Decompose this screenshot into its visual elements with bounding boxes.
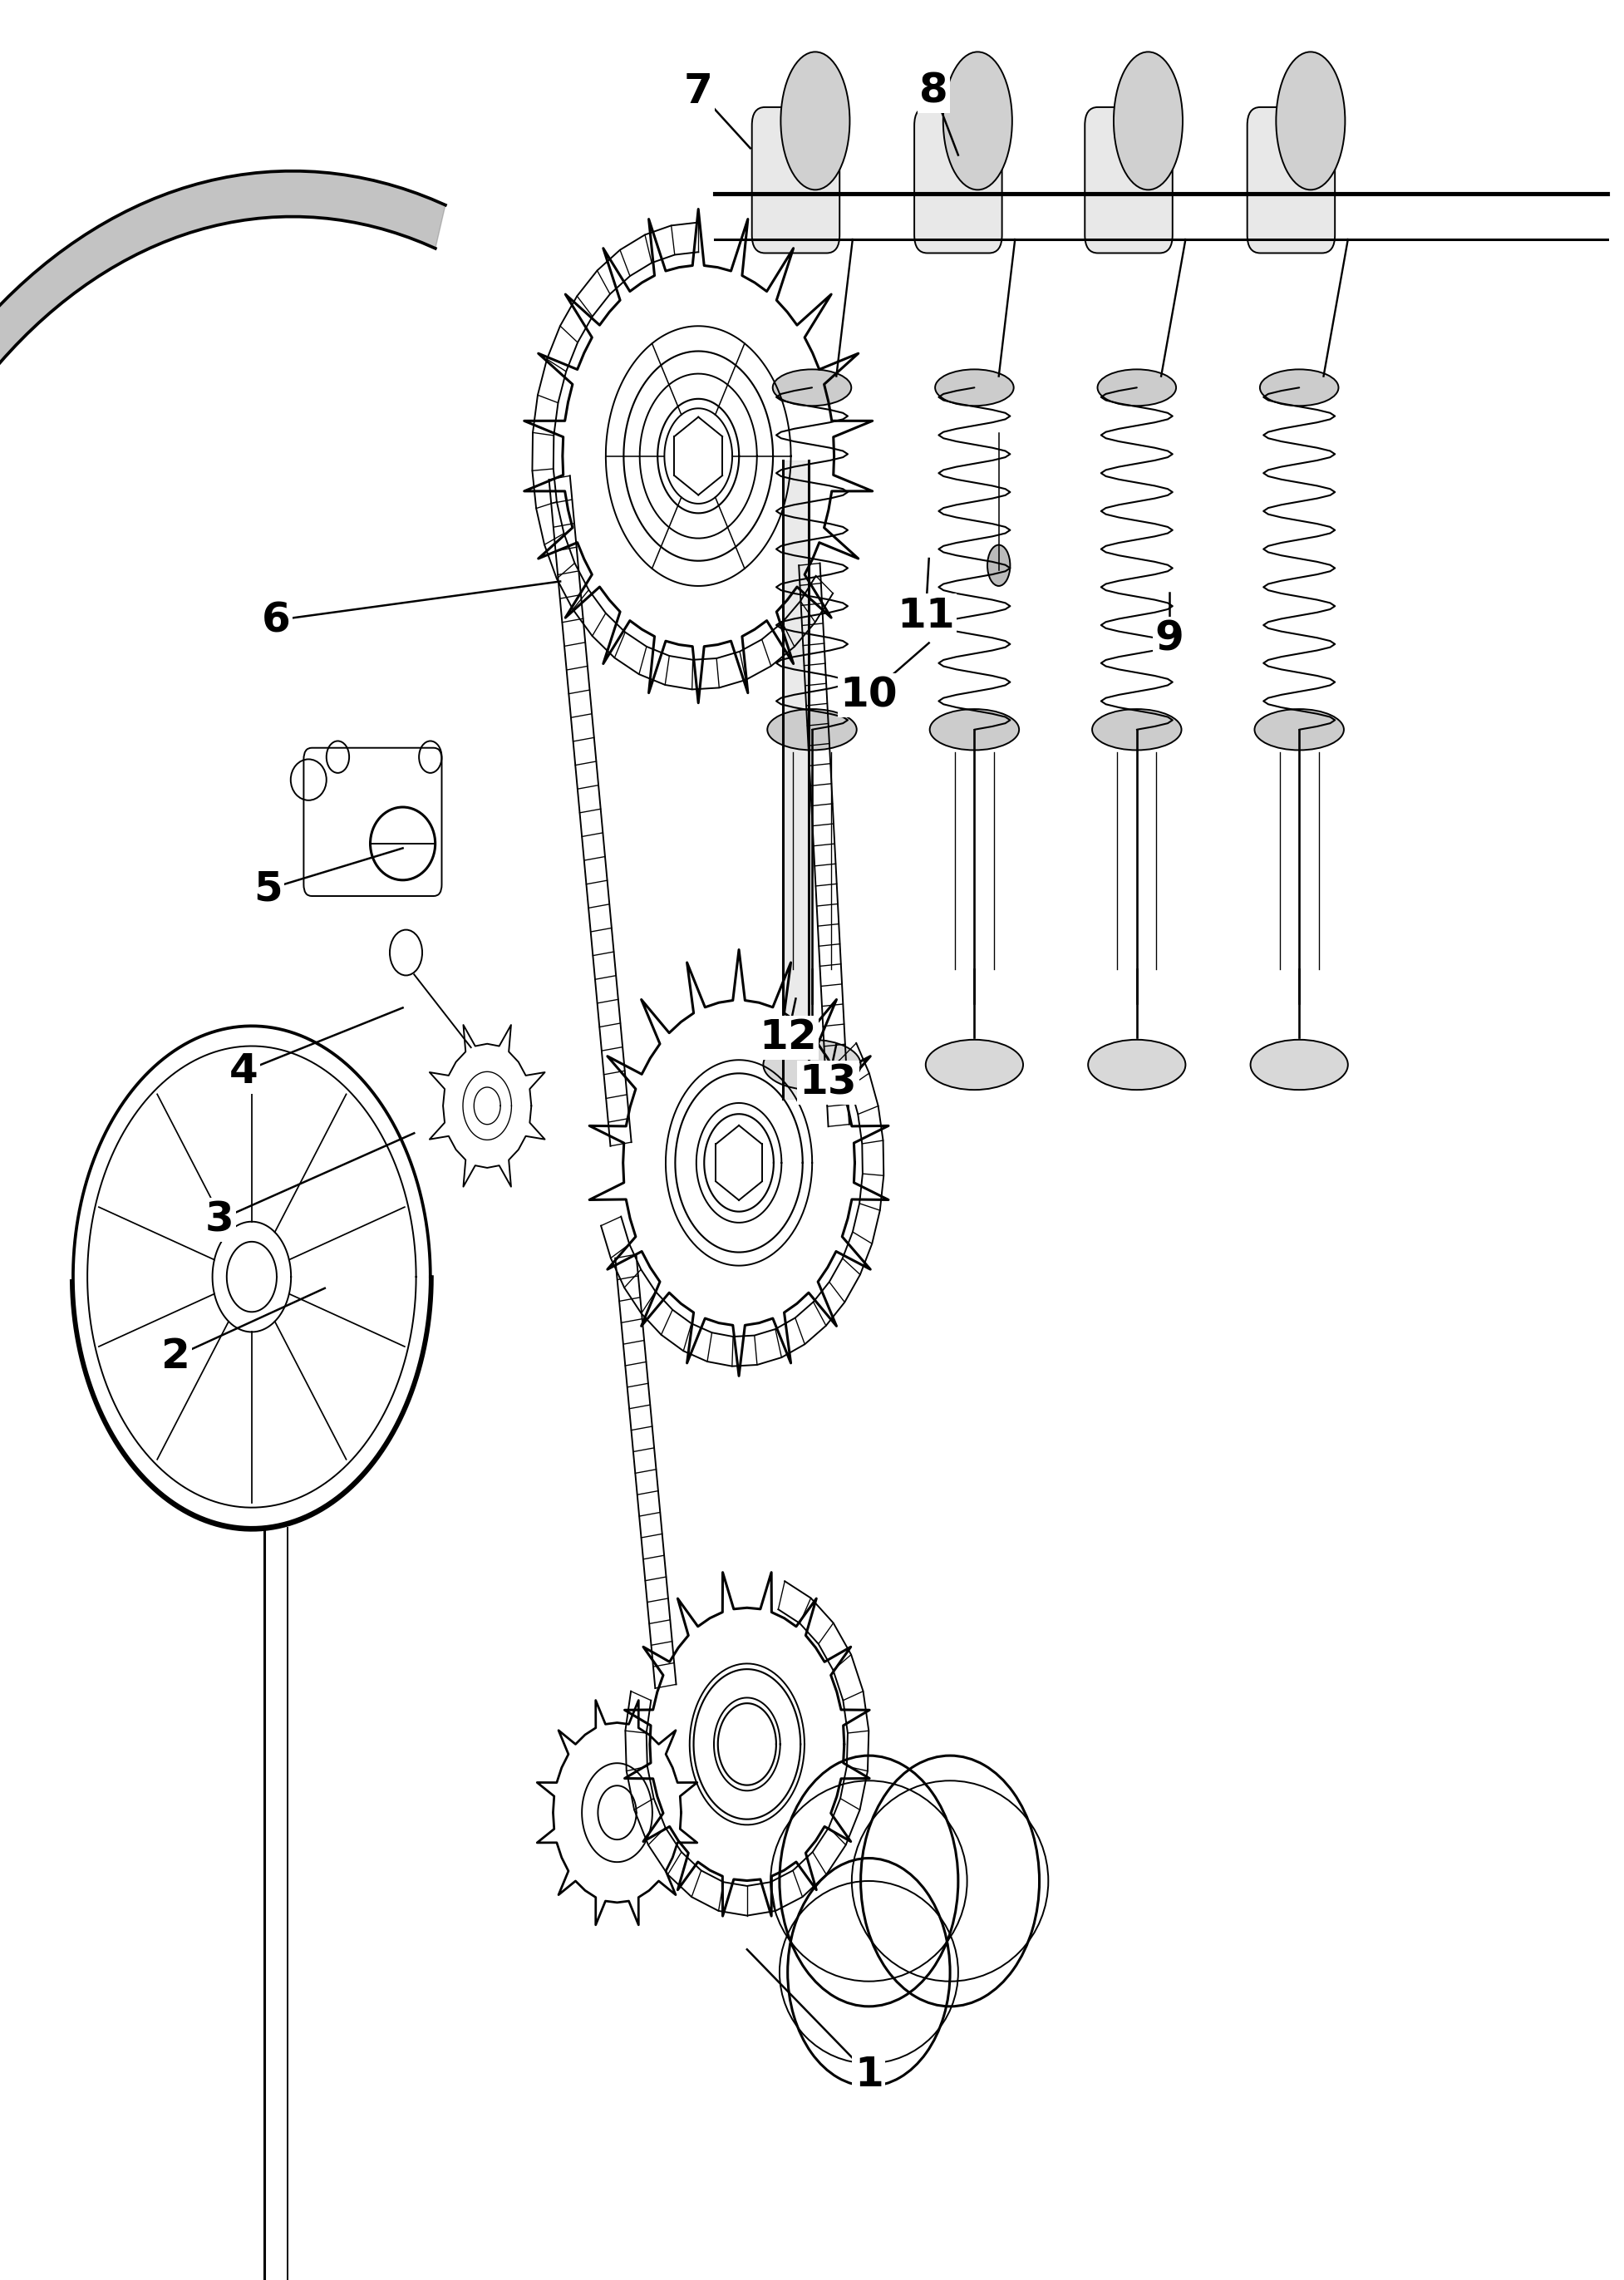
Text: 7: 7: [684, 71, 713, 112]
Polygon shape: [783, 461, 809, 1099]
Text: 1: 1: [854, 2054, 883, 2095]
Text: 12: 12: [758, 1017, 817, 1058]
Ellipse shape: [1254, 709, 1343, 750]
Ellipse shape: [1091, 709, 1181, 750]
FancyBboxPatch shape: [1085, 107, 1173, 253]
Text: 6: 6: [261, 600, 291, 641]
Ellipse shape: [1088, 1040, 1186, 1090]
FancyBboxPatch shape: [914, 107, 1002, 253]
Text: 11: 11: [896, 595, 955, 636]
Ellipse shape: [935, 369, 1013, 406]
Text: 5: 5: [253, 869, 283, 910]
Text: 3: 3: [205, 1199, 234, 1240]
Ellipse shape: [987, 545, 1010, 586]
Text: 2: 2: [161, 1336, 190, 1377]
FancyBboxPatch shape: [1247, 107, 1335, 253]
Polygon shape: [0, 171, 445, 1181]
Ellipse shape: [929, 709, 1020, 750]
Ellipse shape: [767, 709, 857, 750]
Ellipse shape: [1114, 52, 1182, 189]
FancyBboxPatch shape: [752, 107, 840, 253]
Text: 8: 8: [919, 71, 948, 112]
Ellipse shape: [926, 1040, 1023, 1090]
Ellipse shape: [1276, 52, 1345, 189]
Ellipse shape: [763, 1040, 861, 1090]
Ellipse shape: [773, 369, 851, 406]
Text: 9: 9: [1155, 618, 1184, 659]
Ellipse shape: [781, 52, 849, 189]
Text: 4: 4: [229, 1051, 258, 1092]
Ellipse shape: [944, 52, 1012, 189]
Ellipse shape: [1098, 369, 1176, 406]
Text: 13: 13: [799, 1062, 857, 1104]
Ellipse shape: [1260, 369, 1338, 406]
Text: 10: 10: [840, 675, 898, 716]
Ellipse shape: [1250, 1040, 1348, 1090]
